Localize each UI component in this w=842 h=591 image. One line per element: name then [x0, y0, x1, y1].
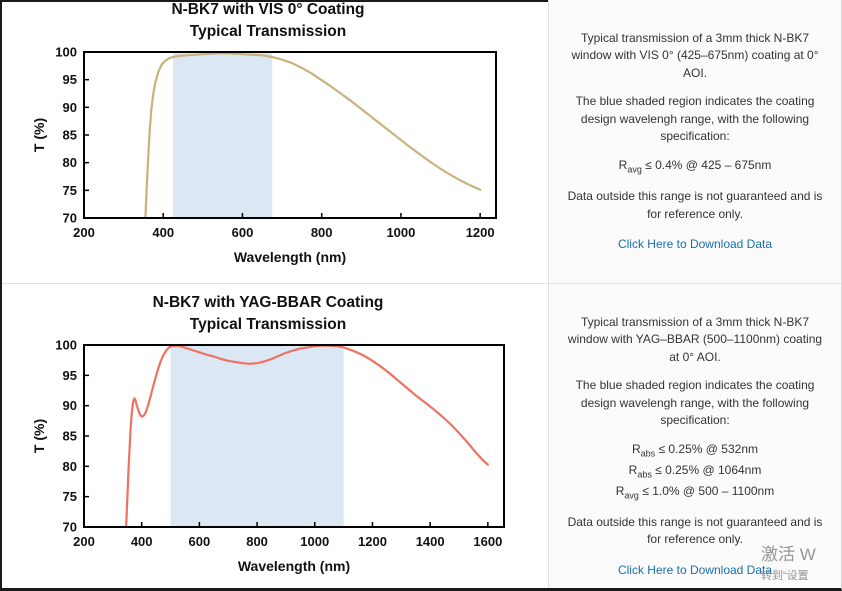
- svg-text:75: 75: [63, 489, 77, 504]
- chart-title-line1: N-BK7 with VIS 0° Coating: [171, 1, 365, 18]
- description-paragraph: The blue shaded region indicates the coa…: [575, 378, 815, 427]
- svg-text:90: 90: [63, 398, 77, 413]
- svg-text:T (%): T (%): [31, 419, 47, 453]
- svg-text:200: 200: [73, 534, 95, 549]
- description-panel-yag: Typical transmission of a 3mm thick N-BK…: [548, 284, 841, 588]
- description-paragraph: The blue shaded region indicates the coa…: [575, 94, 815, 143]
- svg-text:75: 75: [63, 183, 77, 198]
- description-paragraph: Data outside this range is not guarantee…: [567, 515, 823, 547]
- transmission-chart-vis: 70 75 80 85 90 95 100 200 400 600 800 1000 1200 Wavel…: [28, 44, 548, 279]
- svg-text:Wavelength (nm): Wavelength (nm): [238, 558, 350, 574]
- svg-text:600: 600: [232, 225, 254, 240]
- svg-text:100: 100: [55, 337, 77, 352]
- svg-text:600: 600: [189, 534, 211, 549]
- chart-cell-yag: N-BK7 with YAG-BBAR Coating Typical Tran…: [2, 284, 548, 588]
- panel-row-yag: N-BK7 with YAG-BBAR Coating Typical Tran…: [2, 284, 841, 588]
- chart-title-yag: N-BK7 with YAG-BBAR Coating Typical Tran…: [28, 292, 508, 337]
- svg-text:70: 70: [63, 519, 77, 534]
- chart-title-vis: N-BK7 with VIS 0° Coating Typical Transm…: [28, 0, 508, 44]
- svg-text:100: 100: [55, 44, 77, 59]
- svg-text:1200: 1200: [358, 534, 387, 549]
- svg-text:T (%): T (%): [31, 118, 47, 152]
- description-panel-vis: Typical transmission of a 3mm thick N-BK…: [548, 0, 841, 283]
- svg-text:80: 80: [63, 459, 77, 474]
- transmission-chart-yag: 70 75 80 85 90 95 100 200 400 600 800 1000 1200 1400 1…: [28, 337, 548, 588]
- description-paragraph: Data outside this range is not guarantee…: [567, 189, 823, 221]
- svg-text:80: 80: [63, 155, 77, 170]
- spec-line: Rabs ≤ 0.25% @ 532nm: [631, 442, 758, 459]
- svg-text:1600: 1600: [473, 534, 502, 549]
- svg-text:95: 95: [63, 72, 77, 87]
- chart-title-line2: Typical Transmission: [189, 23, 347, 41]
- svg-text:400: 400: [131, 534, 153, 549]
- description-paragraph: Typical transmission of a 3mm thick N-BK…: [571, 31, 819, 80]
- description-paragraph: Typical transmission of a 3mm thick N-BK…: [567, 315, 823, 364]
- spec-line: Ravg ≤ 0.4% @ 425 – 675nm: [618, 158, 772, 175]
- svg-text:400: 400: [152, 225, 174, 240]
- spec-list: Ravg ≤ 0.4% @ 425 – 675nm: [567, 156, 823, 177]
- spec-line: Ravg ≤ 1.0% @ 500 – 1100nm: [615, 484, 775, 501]
- svg-text:85: 85: [63, 127, 77, 142]
- svg-text:1400: 1400: [416, 534, 445, 549]
- chart-cell-vis: N-BK7 with VIS 0° Coating Typical Transm…: [2, 0, 548, 283]
- chart-title-line2: Typical Transmission: [189, 316, 347, 334]
- svg-text:85: 85: [63, 428, 77, 443]
- svg-text:200: 200: [73, 225, 95, 240]
- spec-line: Rabs ≤ 0.25% @ 1064nm: [628, 463, 762, 480]
- svg-text:1000: 1000: [386, 225, 415, 240]
- svg-text:1200: 1200: [466, 225, 495, 240]
- download-data-link[interactable]: Click Here to Download Data: [617, 237, 773, 252]
- panel-row-vis: N-BK7 with VIS 0° Coating Typical Transm…: [2, 0, 841, 284]
- svg-text:95: 95: [63, 368, 77, 383]
- chart-title-line1: N-BK7 with YAG-BBAR Coating: [152, 294, 384, 311]
- svg-text:800: 800: [311, 225, 333, 240]
- download-data-link[interactable]: Click Here to Download Data: [617, 562, 773, 577]
- svg-text:800: 800: [246, 534, 268, 549]
- svg-text:Wavelength (nm): Wavelength (nm): [234, 249, 346, 265]
- spec-list: Rabs ≤ 0.25% @ 532nm Rabs ≤ 0.25% @ 1064n…: [567, 440, 823, 503]
- svg-text:90: 90: [63, 100, 77, 115]
- svg-text:70: 70: [63, 210, 77, 225]
- svg-text:1000: 1000: [300, 534, 329, 549]
